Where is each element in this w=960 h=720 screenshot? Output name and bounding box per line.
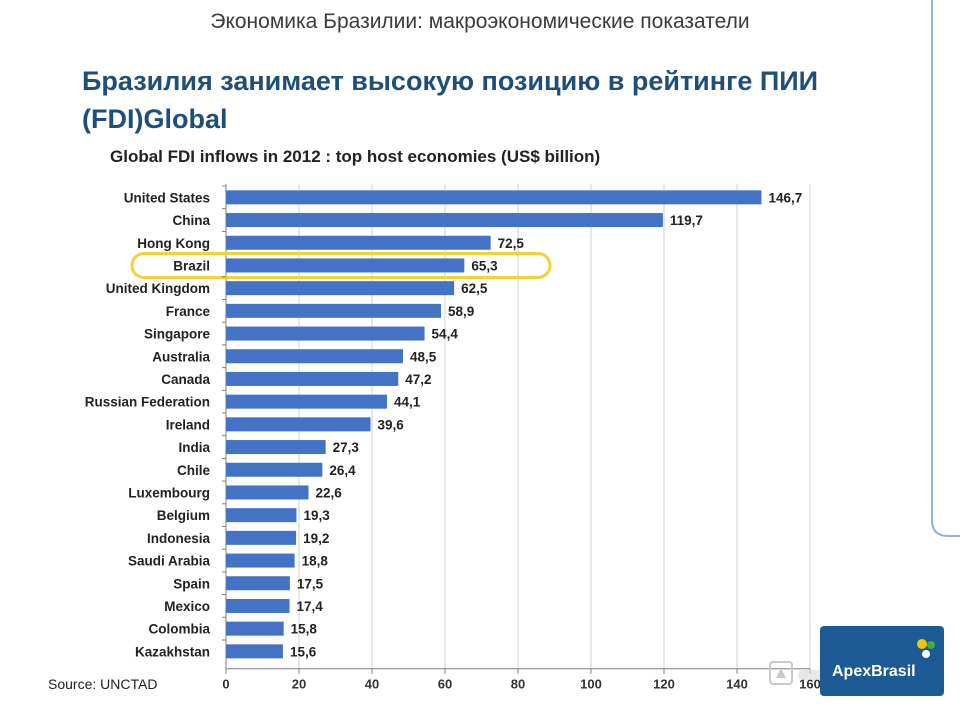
category-label: Mexico — [164, 599, 210, 614]
bar — [226, 621, 284, 636]
category-label: Luxembourg — [128, 485, 210, 500]
bar — [226, 417, 371, 432]
data-label: 15,8 — [291, 622, 318, 637]
data-label: 18,8 — [302, 554, 329, 569]
slide-border-decoration — [931, 0, 960, 537]
category-label: Brazil — [173, 258, 210, 273]
bar — [226, 303, 441, 318]
bar — [226, 576, 290, 591]
data-label: 58,9 — [448, 304, 474, 319]
bar — [226, 508, 297, 523]
x-tick-label: 40 — [365, 677, 379, 692]
category-label: Australia — [152, 349, 210, 364]
category-label: Spain — [173, 576, 210, 591]
category-label: Hong Kong — [137, 236, 210, 251]
bar — [226, 281, 455, 296]
x-tick-label: 120 — [653, 677, 675, 692]
category-label: France — [166, 304, 211, 319]
category-label: Belgium — [157, 508, 210, 523]
data-label: 22,6 — [315, 485, 342, 500]
bar — [226, 235, 491, 250]
x-tick-label: 140 — [726, 677, 748, 692]
data-label: 62,5 — [461, 281, 488, 296]
category-label: Singapore — [144, 327, 211, 342]
bar — [226, 530, 297, 545]
fdi-bar-chart: Global FDI inflows in 2012 : top host ec… — [85, 147, 821, 692]
slide-title: Экономика Бразилии: макроэкономические п… — [210, 10, 750, 33]
data-label: 17,4 — [297, 599, 324, 614]
bar — [226, 462, 323, 477]
chart-title: Global FDI inflows in 2012 : top host ec… — [110, 147, 600, 166]
bar — [226, 349, 404, 364]
category-label: India — [178, 440, 210, 455]
data-label: 17,5 — [297, 576, 324, 591]
data-label: 15,6 — [290, 644, 317, 659]
category-label: Canada — [161, 372, 210, 387]
category-label: United States — [124, 190, 210, 205]
x-tick-label: 60 — [438, 677, 452, 692]
data-label: 26,4 — [329, 463, 356, 478]
data-label: 48,5 — [410, 349, 437, 364]
data-label: 65,3 — [471, 258, 498, 273]
bar — [226, 553, 295, 568]
data-label: 119,7 — [670, 213, 703, 228]
highlight-outline — [130, 251, 552, 279]
bar — [226, 213, 663, 228]
category-label: Ireland — [166, 417, 210, 432]
data-label: 54,4 — [432, 327, 459, 342]
slide-heading: Бразилия занимает высокую позицию в рейт… — [82, 66, 819, 134]
x-tick-label: 100 — [580, 677, 602, 692]
x-tick-label: 20 — [292, 677, 306, 692]
bar — [226, 440, 326, 455]
data-label: 146,7 — [768, 190, 802, 205]
category-label: China — [172, 213, 210, 228]
x-tick-label: 160 — [799, 677, 821, 692]
bar — [226, 394, 387, 409]
category-label: Colombia — [148, 622, 210, 637]
category-label: Kazakhstan — [135, 644, 210, 659]
category-label: United Kingdom — [106, 281, 210, 296]
bar — [226, 258, 465, 273]
bar — [226, 644, 283, 659]
source-note: Source: UNCTAD — [48, 676, 158, 692]
bar — [226, 326, 425, 341]
category-label: Indonesia — [147, 531, 211, 546]
data-label: 72,5 — [498, 236, 525, 251]
x-tick-label: 0 — [222, 677, 229, 692]
data-label: 19,2 — [303, 531, 329, 546]
data-label: 19,3 — [303, 508, 330, 523]
category-label: Russian Federation — [85, 395, 210, 410]
bar — [226, 598, 290, 613]
bar — [226, 190, 762, 205]
x-tick-label: 80 — [511, 677, 525, 692]
category-label: Chile — [177, 463, 210, 478]
apexbrasil-logo: ApexBrasil — [820, 626, 944, 696]
bar — [226, 371, 399, 386]
data-label: 39,6 — [378, 417, 405, 432]
category-label: Saudi Arabia — [128, 554, 211, 569]
data-label: 27,3 — [333, 440, 360, 455]
bar — [226, 485, 309, 500]
data-label: 44,1 — [394, 395, 421, 410]
logo-text: ApexBrasil — [832, 663, 916, 680]
data-label: 47,2 — [405, 372, 431, 387]
logo-mark-icon — [917, 639, 935, 658]
